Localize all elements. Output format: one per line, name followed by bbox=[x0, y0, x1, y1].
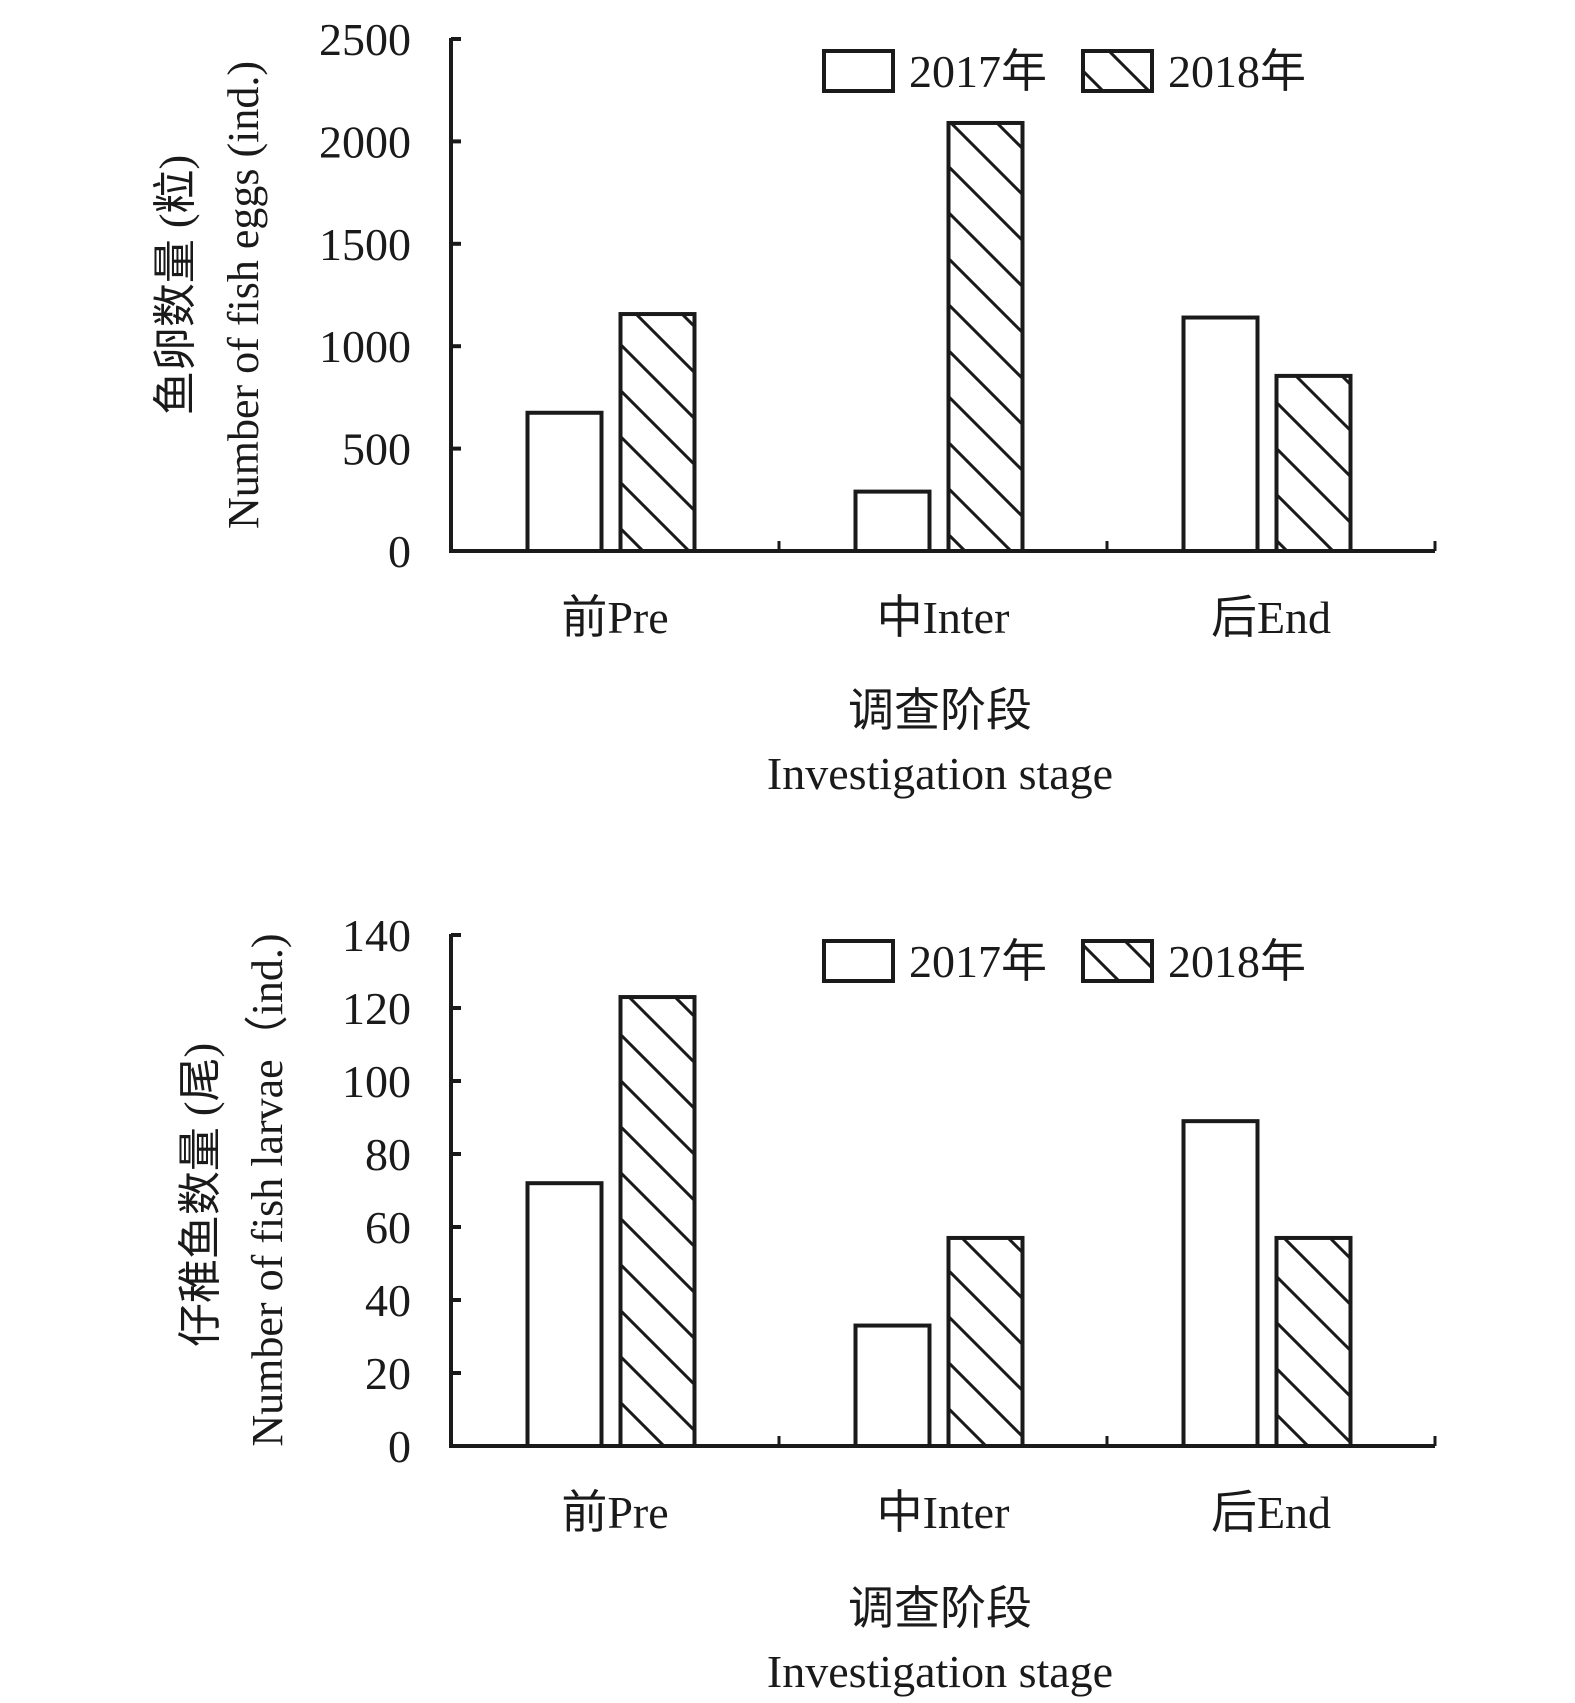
y-axis-title: 鱼卵数量 (粒) Number of fish eggs (ind.) bbox=[151, 61, 268, 529]
legend-swatch-2018 bbox=[1081, 49, 1154, 93]
legend-swatch-2017 bbox=[822, 939, 895, 983]
y-axis-title: 仔稚鱼数量 (尾) Number of fish larvae（ind.) bbox=[176, 933, 292, 1446]
bar-2018-2 bbox=[1274, 373, 1353, 553]
x-tick-label: 后End bbox=[1211, 592, 1331, 643]
y-axis-title-cn: 仔稚鱼数量 (尾) bbox=[176, 1043, 225, 1347]
axes bbox=[449, 38, 1437, 553]
bar-2017-0 bbox=[525, 410, 604, 554]
y-tick-label: 120 bbox=[342, 983, 411, 1034]
bars bbox=[525, 995, 1353, 1449]
y-axis-title-en: Number of fish eggs (ind.) bbox=[219, 61, 268, 529]
legend-label: 2018年 bbox=[1168, 46, 1306, 97]
y-tick-label: 0 bbox=[388, 526, 411, 577]
bar-2018-0 bbox=[618, 995, 697, 1448]
x-tick-labels: 前Pre 中Inter 后End bbox=[561, 592, 1331, 643]
legend-swatch-2018 bbox=[1081, 939, 1154, 983]
bar-2018-1 bbox=[946, 120, 1025, 554]
y-tick-label: 500 bbox=[342, 424, 411, 475]
y-tick-label: 2500 bbox=[319, 14, 411, 65]
legend-label: 2017年 bbox=[909, 936, 1047, 987]
y-ticks: 0 500 1000 1500 2000 2500 bbox=[319, 14, 461, 577]
y-axis-title-cn: 鱼卵数量 (粒) bbox=[151, 155, 200, 415]
bar-2018-1 bbox=[946, 1235, 1025, 1448]
y-ticks: 0 20 40 60 80 100 120 140 bbox=[342, 910, 461, 1472]
fish-larvae-chart: 仔稚鱼数量 (尾) Number of fish larvae（ind.) 0 2… bbox=[176, 910, 1437, 1697]
y-tick-label: 20 bbox=[365, 1348, 411, 1399]
x-tick-label: 后End bbox=[1211, 1487, 1331, 1538]
legend: 2017年 2018年 bbox=[822, 46, 1306, 97]
bar-2018-0 bbox=[618, 312, 697, 553]
y-tick-label: 0 bbox=[388, 1421, 411, 1472]
y-tick-label: 80 bbox=[365, 1129, 411, 1180]
legend: 2017年 2018年 bbox=[822, 936, 1306, 987]
y-tick-label: 60 bbox=[365, 1202, 411, 1253]
bar-2017-1 bbox=[853, 489, 932, 553]
axes bbox=[449, 934, 1437, 1448]
bar-2017-2 bbox=[1181, 315, 1260, 554]
bar-2017-1 bbox=[853, 1323, 932, 1449]
legend-label: 2018年 bbox=[1168, 936, 1306, 987]
fish-eggs-chart: 鱼卵数量 (粒) Number of fish eggs (ind.) 0 500… bbox=[151, 14, 1437, 799]
y-tick-label: 40 bbox=[365, 1275, 411, 1326]
bar-2018-2 bbox=[1274, 1235, 1353, 1448]
x-tick-label: 中Inter bbox=[877, 1487, 1010, 1538]
legend-swatch-2017 bbox=[822, 49, 895, 93]
bar-2017-2 bbox=[1181, 1119, 1260, 1449]
y-tick-label: 140 bbox=[342, 910, 411, 961]
legend-label: 2017年 bbox=[909, 46, 1047, 97]
x-tick-label: 前Pre bbox=[561, 592, 668, 643]
y-tick-label: 100 bbox=[342, 1056, 411, 1107]
x-tick-labels: 前Pre 中Inter 后End bbox=[561, 1487, 1331, 1538]
y-tick-label: 1000 bbox=[319, 321, 411, 372]
y-tick-label: 1500 bbox=[319, 219, 411, 270]
x-axis-title-en: Investigation stage bbox=[767, 1646, 1113, 1697]
x-axis-title-cn: 调查阶段 bbox=[848, 1583, 1032, 1634]
x-tick-label: 中Inter bbox=[877, 592, 1010, 643]
x-tick-label: 前Pre bbox=[561, 1487, 668, 1538]
x-axis-title-cn: 调查阶段 bbox=[848, 685, 1032, 736]
y-tick-label: 2000 bbox=[319, 116, 411, 167]
bar-2017-0 bbox=[525, 1181, 604, 1448]
y-axis-title-en: Number of fish larvae（ind.) bbox=[243, 933, 292, 1446]
x-axis-title-en: Investigation stage bbox=[767, 748, 1113, 799]
bars bbox=[525, 120, 1353, 554]
